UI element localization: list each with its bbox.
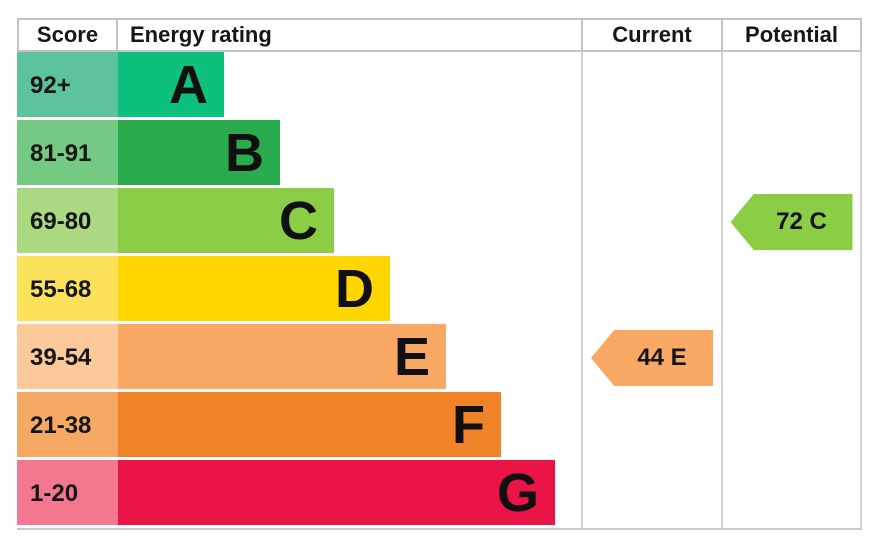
rating-letter: C	[279, 191, 318, 251]
rating-bar: E	[118, 324, 446, 392]
potential-column-cell	[723, 460, 862, 528]
current-column-cell	[583, 188, 723, 256]
rating-row: 81-91 B	[17, 120, 862, 188]
rating-bar-cell: G	[118, 460, 583, 528]
rating-row: 21-38 F	[17, 392, 862, 460]
rating-bar: G	[118, 460, 555, 528]
rating-bar: C	[118, 188, 334, 256]
current-column-cell	[583, 52, 723, 120]
rating-bar: B	[118, 120, 280, 188]
potential-column-cell	[723, 324, 862, 392]
table-header: Score Energy rating Current Potential	[17, 18, 862, 52]
rating-bar-cell: D	[118, 256, 583, 324]
rating-letter: D	[335, 259, 374, 319]
rating-rows: 92+ A 81-91 B 69-80 C 72 C 55-68	[17, 52, 862, 530]
score-range: 69-80	[17, 188, 118, 256]
rating-bar-cell: F	[118, 392, 583, 460]
current-column-cell	[583, 460, 723, 528]
potential-column-cell	[723, 256, 862, 324]
rating-table: Score Energy rating Current Potential 92…	[17, 18, 862, 530]
rating-row: 69-80 C 72 C	[17, 188, 862, 256]
score-range: 21-38	[17, 392, 118, 460]
potential-rating-arrow: 72 C	[730, 194, 853, 250]
score-range: 81-91	[17, 120, 118, 188]
current-column-cell	[583, 120, 723, 188]
current-column-cell	[583, 256, 723, 324]
rating-letter: F	[452, 395, 485, 455]
current-column-cell	[583, 392, 723, 460]
rating-letter: B	[225, 123, 264, 183]
rating-bar-cell: A	[118, 52, 583, 120]
potential-column-cell	[723, 392, 862, 460]
rating-row: 1-20 G	[17, 460, 862, 528]
rating-bar: D	[118, 256, 390, 324]
header-score: Score	[17, 18, 118, 52]
header-current: Current	[583, 18, 723, 52]
rating-row: 92+ A	[17, 52, 862, 120]
score-range: 1-20	[17, 460, 118, 528]
score-range: 92+	[17, 52, 118, 120]
rating-letter: G	[496, 463, 539, 523]
rating-bar-cell: E	[118, 324, 583, 392]
potential-column-cell: 72 C	[723, 188, 862, 256]
rating-row: 55-68 D	[17, 256, 862, 324]
rating-bar-cell: B	[118, 120, 583, 188]
score-range: 39-54	[17, 324, 118, 392]
current-column-cell: 44 E	[583, 324, 723, 392]
header-energy-rating: Energy rating	[118, 18, 583, 52]
current-rating-arrow: 44 E	[591, 330, 713, 386]
rating-bar-cell: C	[118, 188, 583, 256]
rating-letter: E	[393, 327, 430, 387]
header-potential: Potential	[723, 18, 862, 52]
score-range: 55-68	[17, 256, 118, 324]
rating-row: 39-54 E 44 E	[17, 324, 862, 392]
rating-bar: F	[118, 392, 501, 460]
potential-column-cell	[723, 120, 862, 188]
potential-column-cell	[723, 52, 862, 120]
rating-letter: A	[169, 55, 208, 115]
rating-bar: A	[118, 52, 224, 120]
